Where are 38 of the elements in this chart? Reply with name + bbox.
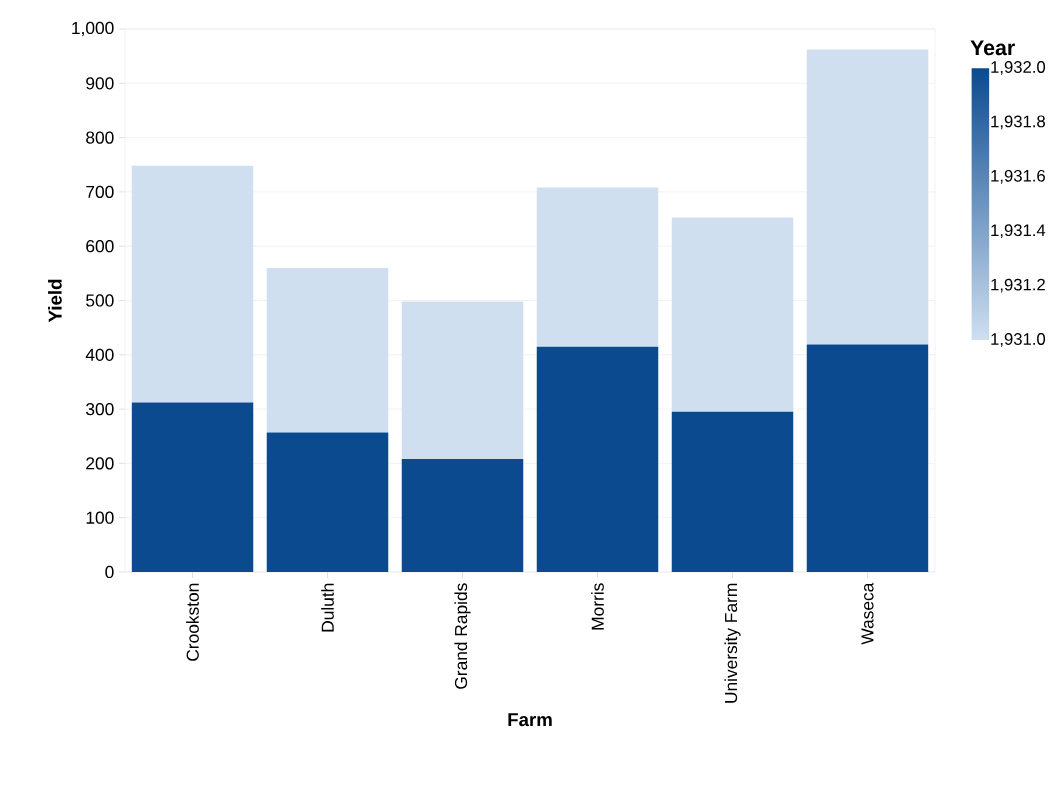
bar — [806, 344, 929, 572]
color-bar-label: 1,931.2 — [991, 278, 1045, 293]
bar — [806, 49, 929, 345]
x-tick-label: Waseca — [861, 582, 874, 645]
bar — [131, 402, 254, 572]
color-bar-title: Year — [970, 40, 1015, 56]
bar — [266, 432, 389, 572]
y-tick-label: 500 — [86, 294, 114, 307]
y-axis-title: Yield — [48, 279, 62, 323]
bar — [401, 459, 524, 572]
y-tick-label: 1,000 — [72, 21, 114, 37]
bar — [536, 346, 659, 572]
bar — [536, 187, 659, 347]
bar — [266, 267, 389, 433]
y-tick-label: 400 — [85, 348, 114, 361]
color-bar-label: 1,931.6 — [991, 169, 1045, 184]
bar — [671, 217, 794, 412]
color-bar-label: 1,932.0 — [991, 61, 1046, 75]
y-tick-label: 600 — [86, 240, 114, 253]
color-bar-label: 1,931.4 — [991, 224, 1046, 239]
color-bar-label: 1,931.0 — [991, 333, 1046, 347]
y-tick-label: 800 — [86, 131, 114, 144]
bar — [671, 411, 794, 572]
y-tick-label: 900 — [86, 77, 114, 90]
bar — [401, 301, 524, 460]
y-tick-label: 300 — [86, 402, 114, 416]
x-tick-label: Crookston — [186, 583, 199, 661]
x-axis-title: Farm — [508, 713, 552, 727]
x-tick-label: Grand Rapids — [454, 583, 471, 689]
x-tick-label: University Farm — [724, 583, 741, 703]
x-tick-label: Duluth — [321, 583, 334, 632]
y-tick-label: 0 — [105, 565, 114, 579]
y-tick-label: 700 — [86, 185, 114, 199]
bar — [131, 165, 254, 403]
y-tick-label: 100 — [86, 511, 114, 524]
y-tick-label: 200 — [86, 457, 114, 470]
color-bar-label: 1,931.8 — [991, 115, 1045, 130]
x-tick-label: Morris — [591, 583, 604, 630]
